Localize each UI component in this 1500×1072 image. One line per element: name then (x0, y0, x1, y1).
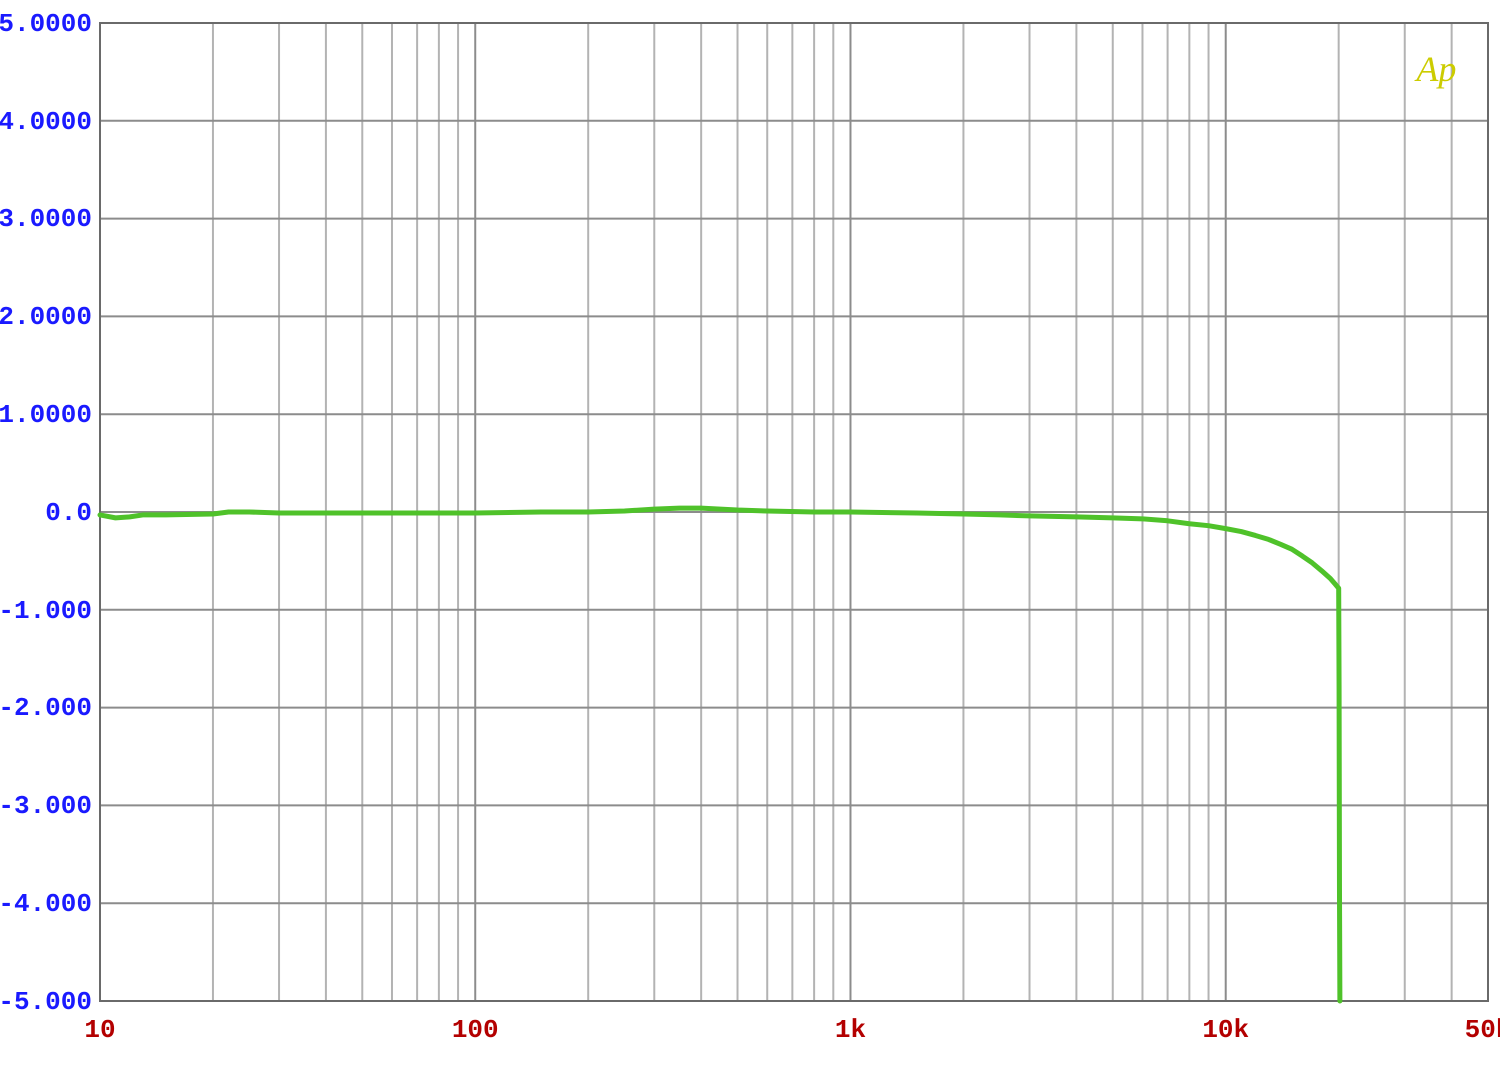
y-tick-label: -2.000 (0, 693, 92, 723)
x-tick-label: 50k (1465, 1015, 1500, 1045)
watermark-label: Ap (1416, 48, 1456, 90)
y-tick-label: -5.000 (0, 987, 92, 1017)
y-tick-label: 0.0 (45, 498, 92, 528)
y-tick-label: -3.000 (0, 791, 92, 821)
y-tick-label: 2.0000 (0, 302, 92, 332)
y-tick-label: 5.0000 (0, 9, 92, 39)
x-tick-label: 1k (835, 1015, 866, 1045)
x-tick-label: 10k (1202, 1015, 1249, 1045)
y-tick-label: -1.000 (0, 596, 92, 626)
x-tick-label: 100 (452, 1015, 499, 1045)
chart-container: Ap 5.0000 4.0000 3.0000 2.0000 1.0000 0.0 -1.0… (0, 0, 1500, 1072)
x-tick-label: 10 (84, 1015, 115, 1045)
y-tick-label: 3.0000 (0, 204, 92, 234)
y-tick-label: 4.0000 (0, 107, 92, 137)
chart-plot (0, 0, 1500, 1072)
y-tick-label: -4.000 (0, 889, 92, 919)
y-tick-label: 1.0000 (0, 400, 92, 430)
